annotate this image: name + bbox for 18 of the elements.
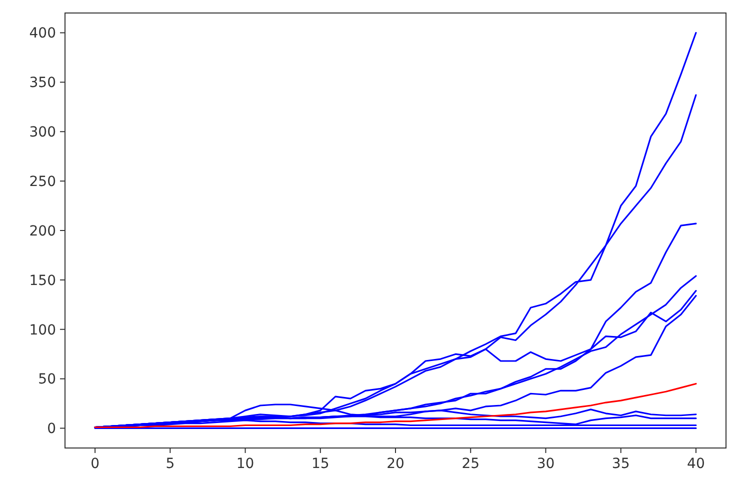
x-tick-label: 25 [462, 456, 480, 472]
y-tick-label: 350 [29, 75, 56, 92]
y-tick-label: 150 [29, 272, 56, 289]
x-tick-label: 0 [90, 456, 100, 472]
x-tick-label: 15 [311, 456, 330, 472]
y-tick-label: 250 [29, 174, 56, 190]
y-tick-label: 100 [29, 322, 56, 338]
x-tick-label: 5 [166, 456, 175, 472]
y-tick-label: 50 [38, 372, 56, 388]
y-tick-label: 400 [29, 26, 56, 42]
y-tick-label: 300 [29, 124, 56, 141]
y-tick-label: 200 [29, 223, 56, 240]
x-tick-label: 35 [612, 456, 630, 472]
y-tick-label: 0 [47, 421, 56, 438]
x-tick-label: 10 [236, 456, 254, 472]
x-tick-label: 20 [386, 456, 404, 472]
x-tick-label: 40 [687, 456, 705, 472]
x-tick-label: 30 [536, 456, 555, 472]
